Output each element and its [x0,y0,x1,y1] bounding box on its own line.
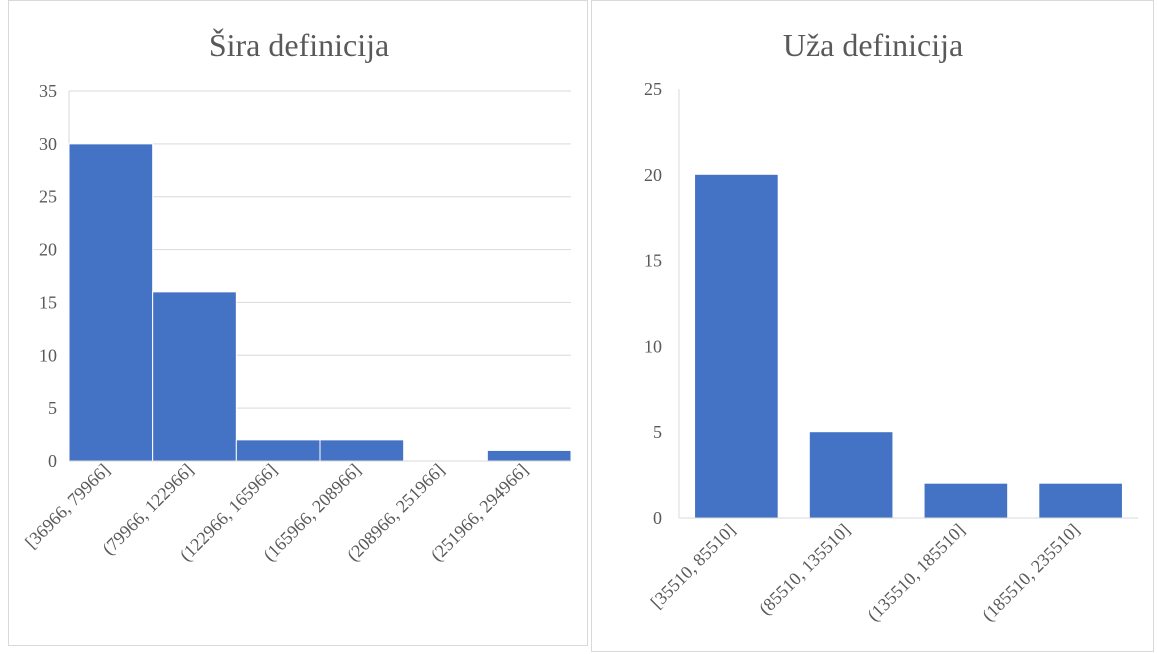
y-tick-label: 35 [39,81,57,101]
y-tick-label: 5 [48,398,57,418]
bar [319,439,405,462]
y-tick-label: 0 [653,508,662,528]
bar [68,143,154,462]
bar [486,449,572,462]
chart-title: Šira definicija [209,27,389,63]
y-tick-label: 20 [644,165,662,185]
chart-panel-sira: Šira definicija 0 5 10 15 20 25 30 35 [36966, 79… [8,0,588,646]
x-tick-label: [35510, 85510] [647,520,740,613]
y-tick-label: 10 [39,345,57,365]
bar [695,174,778,519]
chart-sira-svg: Šira definicija 0 5 10 15 20 25 30 35 [36966, 79… [21,27,572,566]
x-tick-label: [36966, 79966] [21,460,114,553]
x-tick-label: (85510, 135510] [755,520,855,620]
y-tick-label: 30 [39,134,57,154]
bar [235,439,321,462]
y-tick-label: 10 [644,336,662,356]
bar [1039,483,1122,518]
y-tick-label: 20 [39,240,57,260]
x-tick-label: (135510, 185510] [863,520,969,626]
y-tick-label: 15 [644,251,662,271]
y-tick-label: 15 [39,292,57,312]
y-tick-label: 25 [39,187,57,207]
bar [924,483,1008,518]
x-tick-label: (185510, 235510] [978,520,1084,626]
y-tick-label: 25 [644,79,662,99]
chart-panel-uza: Uža definicija 0 5 10 15 20 25 [35510, 85510](… [591,0,1154,652]
chart-title: Uža definicija [783,27,963,63]
y-tick-label: 5 [653,422,662,442]
bar [152,291,237,462]
bar [809,432,893,518]
y-tick-label: 0 [48,451,57,471]
